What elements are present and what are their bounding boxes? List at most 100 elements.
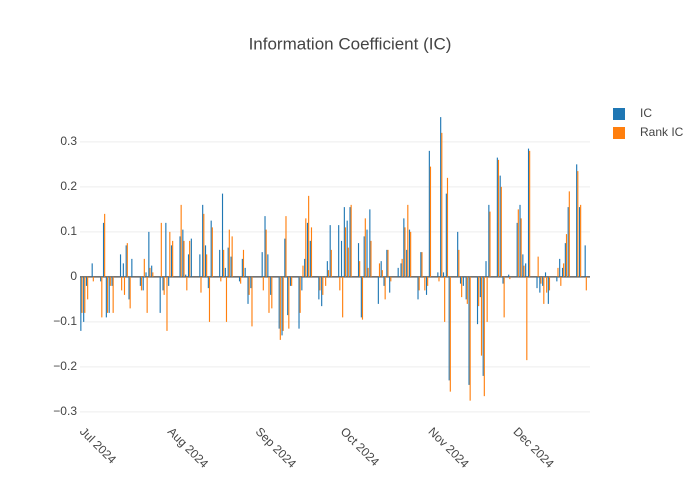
- bar: [462, 276, 464, 286]
- bar: [170, 245, 173, 277]
- bar: [390, 276, 392, 282]
- bar: [502, 276, 504, 284]
- bar: [383, 276, 385, 286]
- bar: [129, 276, 131, 309]
- bar: [440, 117, 442, 277]
- bar: [186, 276, 188, 291]
- bar: [180, 204, 182, 277]
- bar: [508, 274, 510, 277]
- bar: [428, 150, 430, 277]
- bar: [251, 276, 253, 327]
- bar: [338, 225, 340, 277]
- bar: [349, 207, 351, 277]
- bar: [369, 209, 371, 277]
- bar: [339, 276, 341, 291]
- bar: [91, 263, 93, 277]
- bar: [211, 227, 213, 277]
- bar: [87, 276, 89, 300]
- chart-title: Information Coefficient (IC): [249, 34, 452, 53]
- bar: [80, 276, 82, 331]
- bar: [360, 276, 362, 318]
- legend-swatch: [613, 127, 625, 139]
- bar: [179, 236, 181, 277]
- bar: [350, 204, 352, 277]
- bar: [109, 276, 111, 286]
- bar: [420, 252, 422, 277]
- bar: [468, 276, 470, 385]
- bar: [406, 249, 408, 277]
- bar: [325, 276, 327, 286]
- bar: [529, 150, 531, 277]
- bar: [227, 247, 229, 277]
- bar: [459, 276, 462, 284]
- bar: [250, 276, 252, 289]
- bar: [244, 267, 246, 277]
- bar: [407, 204, 409, 277]
- bar: [346, 220, 348, 277]
- bar: [204, 245, 207, 277]
- bar: [279, 276, 281, 340]
- bar: [165, 222, 167, 277]
- bar: [160, 222, 162, 277]
- y-tick-label: 0.3: [60, 134, 77, 148]
- bar: [577, 171, 579, 277]
- bar: [410, 231, 412, 277]
- bar: [326, 261, 328, 277]
- bar: [223, 249, 225, 277]
- y-tick-label: 0.2: [60, 179, 77, 193]
- bar: [366, 229, 368, 277]
- bar: [522, 254, 524, 277]
- bar: [584, 245, 586, 277]
- bar: [85, 276, 88, 286]
- bar: [496, 157, 498, 277]
- bar: [151, 265, 153, 277]
- bar: [480, 276, 483, 356]
- bar: [142, 276, 144, 291]
- bar: [489, 211, 491, 277]
- bar: [527, 148, 530, 277]
- bar: [397, 267, 399, 277]
- bar: [361, 276, 364, 320]
- bar: [123, 276, 126, 295]
- bar: [284, 238, 286, 277]
- bar: [537, 256, 539, 277]
- bar: [448, 276, 450, 381]
- bar: [321, 276, 323, 307]
- bar: [172, 240, 174, 277]
- bar: [547, 276, 549, 304]
- bar: [125, 245, 127, 277]
- bar: [148, 231, 150, 277]
- bar: [261, 252, 263, 277]
- x-tick-label: Sep 2024: [253, 424, 299, 470]
- bar: [108, 276, 110, 313]
- x-tick-label: Aug 2024: [165, 424, 211, 470]
- bar: [240, 276, 242, 284]
- bar: [466, 276, 468, 304]
- bar: [389, 276, 391, 293]
- bar: [219, 249, 221, 277]
- bar: [343, 207, 345, 277]
- bar: [536, 276, 538, 289]
- bar: [111, 276, 113, 286]
- bar: [291, 276, 293, 286]
- bar: [486, 276, 488, 322]
- bar: [580, 204, 582, 277]
- bar: [479, 276, 481, 298]
- bar: [168, 276, 170, 286]
- bar: [112, 276, 114, 313]
- bar: [169, 231, 171, 277]
- bar: [387, 249, 389, 277]
- bar: [143, 258, 145, 277]
- bar: [183, 240, 185, 277]
- bar: [429, 166, 432, 277]
- bar: [363, 236, 365, 277]
- bar: [523, 265, 525, 277]
- bar: [421, 252, 423, 277]
- bar: [288, 276, 290, 329]
- bar: [238, 276, 241, 282]
- bar: [329, 225, 331, 277]
- bar: [546, 276, 548, 293]
- bar: [140, 276, 143, 291]
- bar: [540, 276, 542, 284]
